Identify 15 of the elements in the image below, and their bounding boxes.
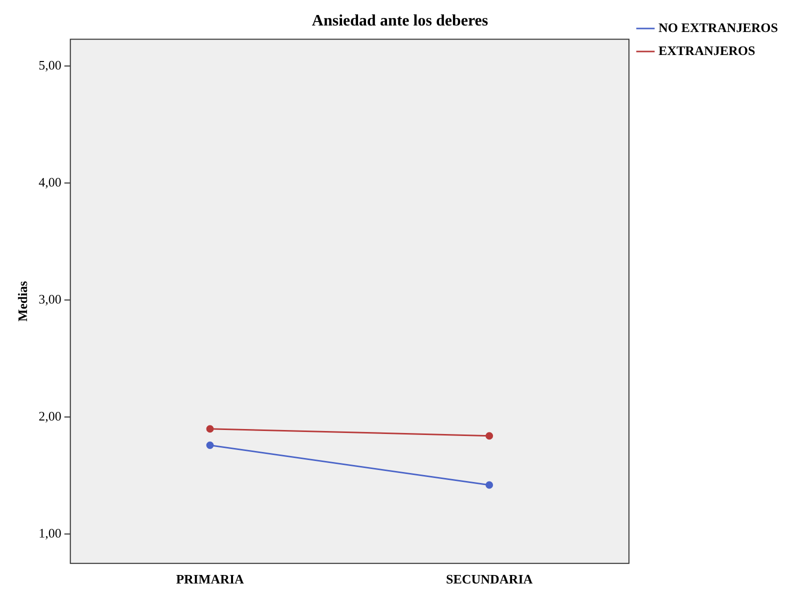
point [486, 481, 494, 489]
y-tick-label: 3,00 [38, 292, 62, 307]
legend-label: NO EXTRANJEROS [658, 20, 778, 35]
y-tick-label: 5,00 [38, 58, 62, 73]
x-tick-label: PRIMARIA [176, 572, 245, 587]
chart-title: Ansiedad ante los deberes [312, 12, 488, 30]
y-tick-label: 4,00 [38, 174, 62, 190]
point [206, 441, 214, 449]
y-axis-title: Medias [15, 281, 30, 322]
legend-label: EXTRANJEROS [658, 42, 756, 58]
y-tick-label: 1,00 [38, 526, 62, 541]
x-tick-label: SECUNDARIA [446, 572, 534, 587]
point [486, 432, 494, 440]
point [206, 425, 214, 433]
y-tick-label: 2,00 [38, 408, 62, 424]
